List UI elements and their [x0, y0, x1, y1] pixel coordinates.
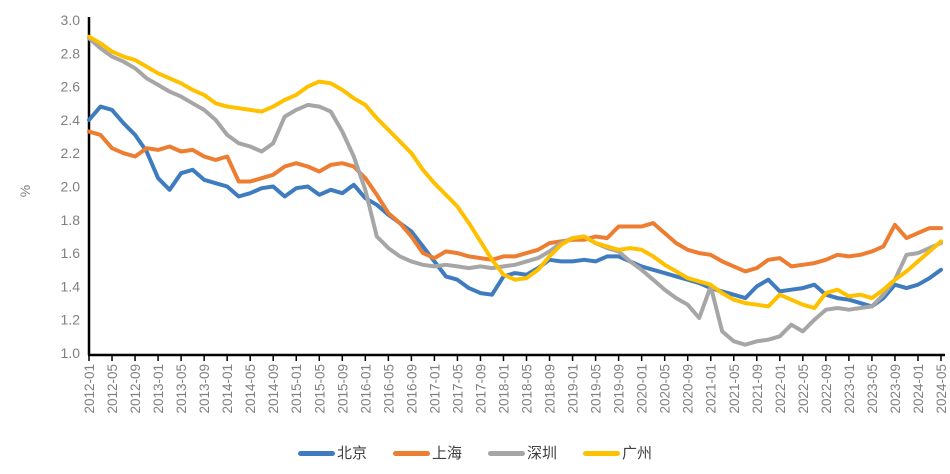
x-tick-label: 2012-01: [82, 364, 97, 414]
legend-label: 深圳: [527, 444, 558, 462]
x-tick-label: 2014-05: [243, 364, 258, 414]
x-tick-label: 2022-09: [819, 364, 834, 414]
x-tick-label: 2015-05: [312, 364, 327, 414]
x-tick-label: 2018-05: [520, 364, 535, 414]
x-tick-label: 2024-05: [934, 364, 949, 414]
x-tick-label: 2019-09: [612, 364, 627, 414]
x-tick-label: 2023-05: [865, 364, 880, 414]
line-chart: 3.0 2.8 2.6 2.4 2.2 2.0 1.8 1.6 1.4 1.2 1.0 2012-0…: [17, 12, 949, 414]
legend: 北京 上海 深圳 广州: [0, 440, 950, 466]
x-tick-label: 2017-05: [450, 364, 465, 414]
y-tick-label: 2.6: [61, 79, 81, 95]
x-tick-label: 2014-09: [266, 364, 281, 414]
x-tick-label: 2016-09: [404, 364, 419, 414]
legend-item: 北京: [297, 444, 367, 462]
x-tick-label: 2021-09: [750, 364, 765, 414]
y-tick-label: 3.0: [61, 12, 81, 28]
y-tick-label: 2.2: [61, 145, 81, 161]
x-tick-label: 2015-09: [335, 364, 350, 414]
legend-label: 上海: [431, 444, 462, 462]
series-line-北京: [87, 104, 943, 309]
legend-swatch-icon: [583, 450, 621, 456]
x-tick-label: 2018-01: [496, 364, 511, 414]
x-tick-label: 2021-05: [727, 364, 742, 414]
x-tick-label: 2017-01: [427, 364, 442, 414]
x-tick-label: 2022-05: [796, 364, 811, 414]
series-line-上海: [87, 129, 943, 274]
x-tick-label: 2017-09: [473, 364, 488, 414]
legend-label: 北京: [336, 444, 367, 462]
x-tick-label: 2020-05: [658, 364, 673, 414]
y-tick-label: 1.0: [61, 345, 81, 361]
x-tick-label: 2014-01: [220, 364, 235, 414]
x-tick-label: 2020-01: [635, 364, 650, 414]
x-tick-label: 2022-01: [773, 364, 788, 414]
x-tick-label: 2019-05: [589, 364, 604, 414]
series-line-深圳: [87, 36, 943, 347]
x-tick-label: 2012-09: [128, 364, 143, 414]
y-tick-label: 1.6: [61, 245, 81, 261]
x-axis-labels: 2012-01 2012-05 2012-09 2013-01 2013-05 2013-…: [82, 355, 949, 414]
y-tick-label: 1.8: [61, 212, 81, 228]
x-tick-label: 2013-01: [151, 364, 166, 414]
x-tick-label: 2019-01: [566, 364, 581, 414]
legend-item: 广州: [583, 446, 652, 461]
x-tick-label: 2016-05: [381, 364, 396, 414]
x-tick-label: 2015-01: [289, 364, 304, 414]
x-tick-label: 2023-01: [842, 364, 857, 414]
y-tick-label: 1.4: [61, 278, 81, 294]
x-tick-label: 2024-01: [911, 364, 926, 414]
x-tick-label: 2013-05: [174, 364, 189, 414]
x-tick-label: 2016-01: [358, 364, 373, 414]
legend-label: 广州: [622, 444, 653, 462]
y-axis-labels: 3.0 2.8 2.6 2.4 2.2 2.0 1.8 1.6 1.4 1.2 1.0: [61, 12, 81, 361]
series-lines: [87, 34, 943, 347]
x-tick-label: 2018-09: [543, 364, 558, 414]
legend-swatch-icon: [297, 450, 335, 456]
legend-swatch-icon: [488, 450, 525, 456]
series-line-广州: [87, 34, 943, 310]
y-tick-label: 1.2: [61, 312, 81, 328]
x-tick-label: 2012-05: [105, 364, 120, 414]
x-tick-label: 2013-09: [197, 364, 212, 414]
x-tick-label: 2020-09: [681, 364, 696, 414]
y-tick-label: 2.4: [61, 112, 81, 128]
x-tick-label: 2021-01: [704, 364, 719, 414]
y-tick-label: 2.0: [61, 179, 81, 195]
legend-item: 上海: [392, 444, 462, 462]
legend-item: 深圳: [488, 446, 557, 461]
legend-swatch-icon: [392, 450, 430, 456]
y-axis-title: %: [17, 185, 33, 197]
x-tick-label: 2023-09: [888, 364, 903, 414]
y-tick-label: 2.8: [61, 45, 81, 61]
